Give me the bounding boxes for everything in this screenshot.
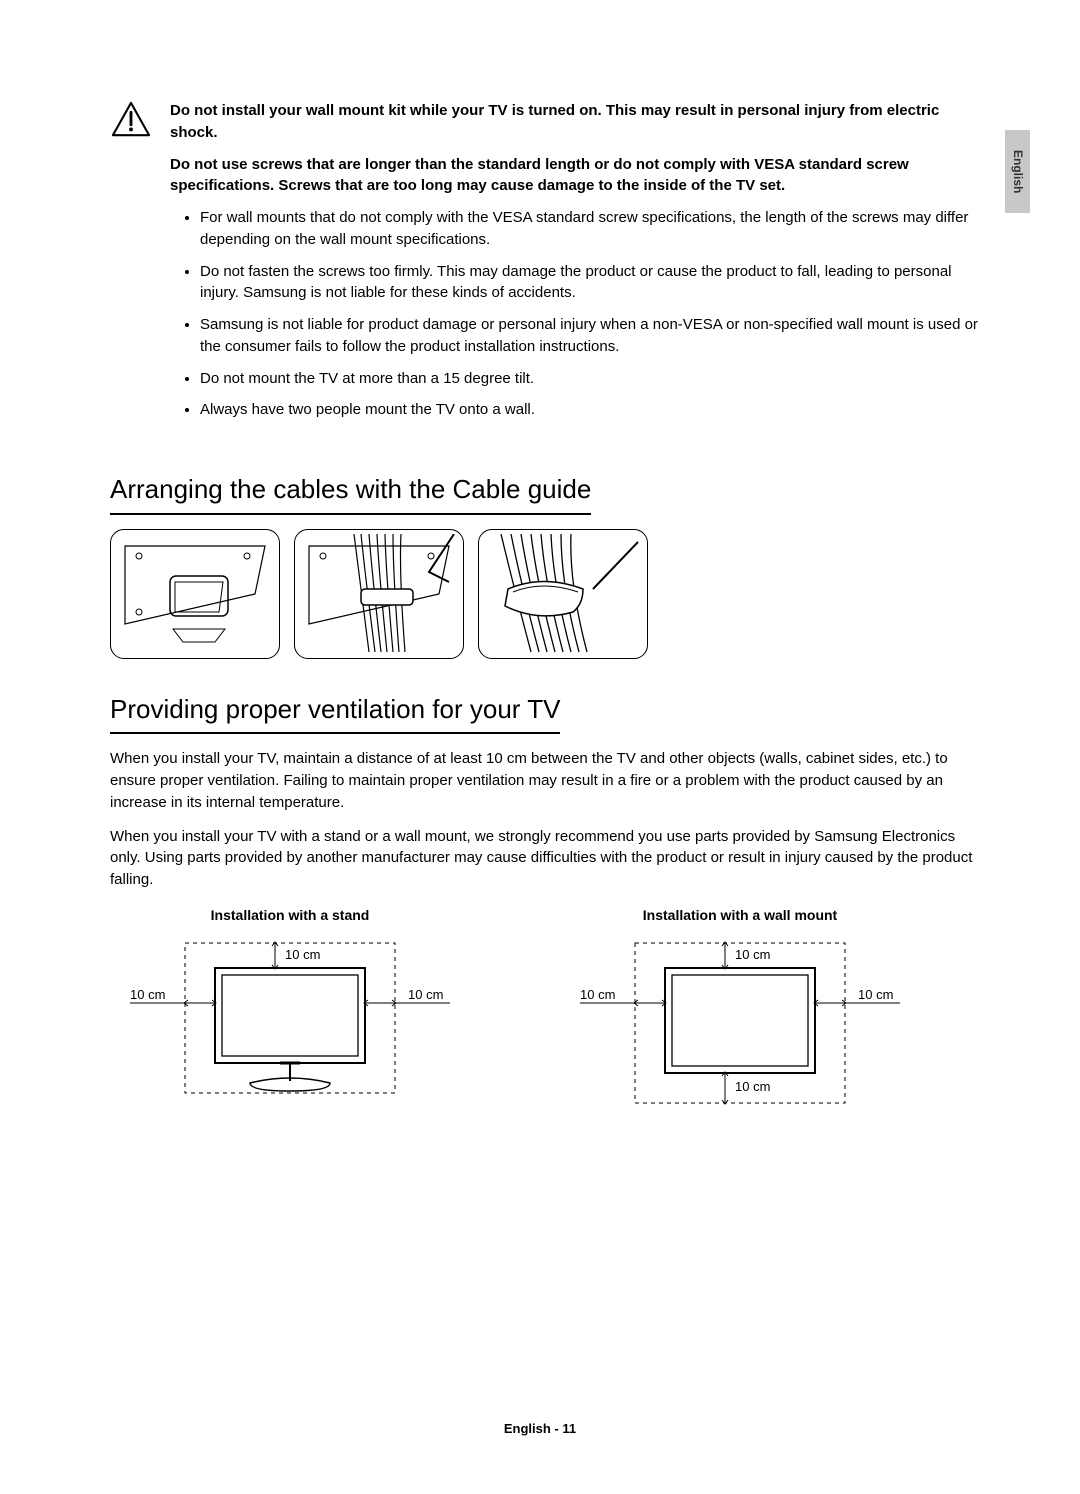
section-heading-ventilation: Providing proper ventilation for your TV <box>110 691 560 735</box>
warning-bullets: For wall mounts that do not comply with … <box>170 207 980 421</box>
distance-label: 10 cm <box>858 987 893 1002</box>
ventilation-stand-diagram: 10 cm 10 cm 10 cm <box>110 933 470 1113</box>
section-heading-cable: Arranging the cables with the Cable guid… <box>110 471 591 515</box>
distance-label: 10 cm <box>408 987 443 1002</box>
warning-text-2: Do not use screws that are longer than t… <box>170 154 980 198</box>
ventilation-stand-column: Installation with a stand 10 cm 10 cm 10… <box>110 905 470 1120</box>
vent-stand-title: Installation with a stand <box>110 905 470 925</box>
distance-label: 10 cm <box>580 987 615 1002</box>
bullet-item: Do not fasten the screws too firmly. Thi… <box>200 261 980 305</box>
language-tab: English <box>1005 130 1030 213</box>
ventilation-para-1: When you install your TV, maintain a dis… <box>110 748 980 813</box>
cable-figure-2 <box>294 529 464 659</box>
caution-icon <box>110 100 152 431</box>
ventilation-figures: Installation with a stand 10 cm 10 cm 10… <box>110 905 980 1120</box>
distance-label: 10 cm <box>285 947 320 962</box>
distance-label: 10 cm <box>130 987 165 1002</box>
bullet-item: Samsung is not liable for product damage… <box>200 314 980 358</box>
cable-figure-3 <box>478 529 648 659</box>
distance-label: 10 cm <box>735 1079 770 1094</box>
bullet-item: For wall mounts that do not comply with … <box>200 207 980 251</box>
cable-figures <box>110 529 980 659</box>
page-footer: English - 11 <box>0 1420 1080 1439</box>
cable-figure-1 <box>110 529 280 659</box>
distance-label: 10 cm <box>735 947 770 962</box>
warning-text-1: Do not install your wall mount kit while… <box>170 100 980 144</box>
bullet-item: Always have two people mount the TV onto… <box>200 399 980 421</box>
ventilation-wall-diagram: 10 cm 10 cm 10 cm 10 cm <box>560 933 920 1113</box>
ventilation-para-2: When you install your TV with a stand or… <box>110 826 980 891</box>
ventilation-wall-column: Installation with a wall mount 10 cm 10 … <box>560 905 920 1120</box>
warning-block: Do not install your wall mount kit while… <box>110 100 980 431</box>
bullet-item: Do not mount the TV at more than a 15 de… <box>200 368 980 390</box>
vent-wall-title: Installation with a wall mount <box>560 905 920 925</box>
